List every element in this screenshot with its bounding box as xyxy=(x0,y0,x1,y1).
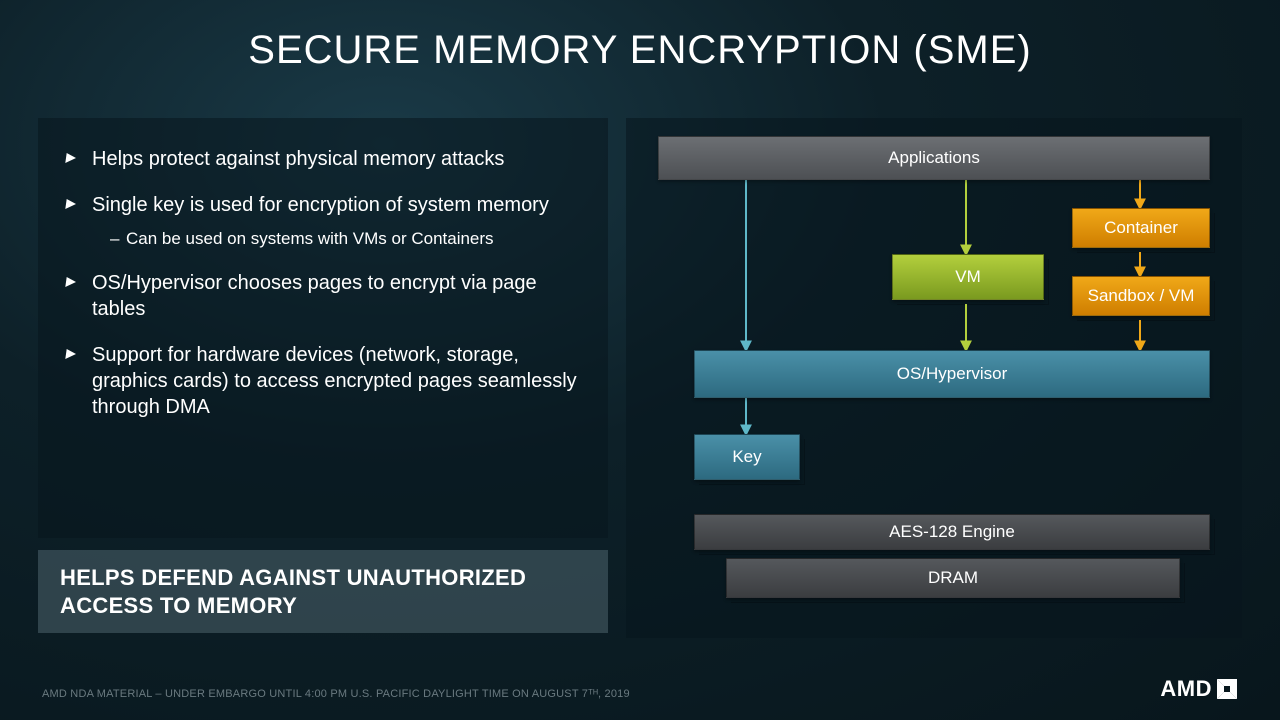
bullet-2: Single key is used for encryption of sys… xyxy=(66,192,580,250)
bullet-2-sub-1: Can be used on systems with VMs or Conta… xyxy=(110,228,580,250)
box-container: Container xyxy=(1072,208,1210,248)
bullet-3: OS/Hypervisor chooses pages to encrypt v… xyxy=(66,270,580,322)
box-aes: AES-128 Engine xyxy=(694,514,1210,550)
box-dram: DRAM xyxy=(726,558,1180,598)
bullet-4: Support for hardware devices (network, s… xyxy=(66,342,580,420)
box-os: OS/Hypervisor xyxy=(694,350,1210,398)
bullets-panel: Helps protect against physical memory at… xyxy=(38,118,608,538)
box-key: Key xyxy=(694,434,800,480)
footer-text: AMD NDA MATERIAL – UNDER EMBARGO UNTIL 4… xyxy=(42,688,630,700)
amd-arrow-icon xyxy=(1216,678,1238,700)
architecture-diagram: Applications VM Container Sandbox / VM OS/Hy… xyxy=(626,118,1242,638)
bullets-list: Helps protect against physical memory at… xyxy=(66,146,580,420)
callout-banner: HELPS DEFEND AGAINST UNAUTHORIZED ACCESS… xyxy=(38,550,608,633)
box-vm: VM xyxy=(892,254,1044,300)
diagram-panel: Applications VM Container Sandbox / VM OS/Hy… xyxy=(626,118,1242,638)
box-sandbox: Sandbox / VM xyxy=(1072,276,1210,316)
bullet-2-sub: Can be used on systems with VMs or Conta… xyxy=(92,228,580,250)
slide-title: SECURE MEMORY ENCRYPTION (SME) xyxy=(0,28,1280,73)
bullet-2-text: Single key is used for encryption of sys… xyxy=(92,194,549,216)
amd-logo: AMD xyxy=(1160,676,1238,702)
amd-logo-text: AMD xyxy=(1160,676,1212,702)
bullet-1: Helps protect against physical memory at… xyxy=(66,146,580,172)
box-applications: Applications xyxy=(658,136,1210,180)
